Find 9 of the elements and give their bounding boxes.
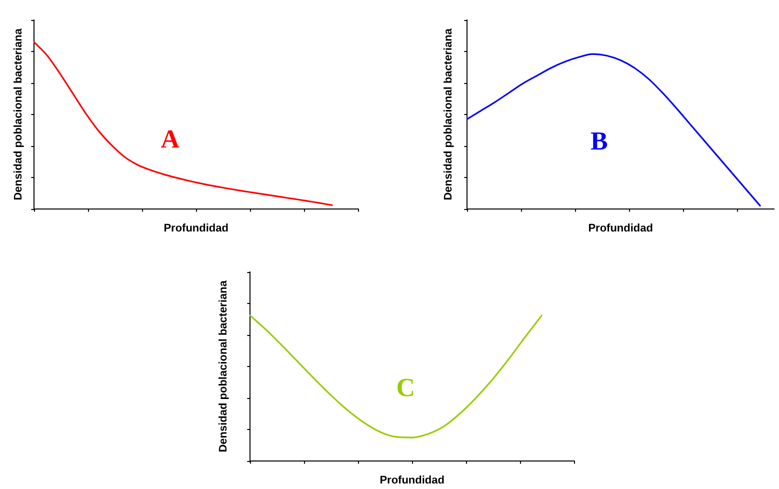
x-axis-title: Profundidad: [380, 474, 444, 486]
y-axis-title: Densidad poblacional bacteriana: [442, 28, 455, 200]
annotation: A: [160, 124, 180, 154]
annotation: B: [590, 126, 608, 156]
x-axis-title: Profundidad: [588, 222, 653, 234]
y-axis-title: Densidad poblacional bacteriana: [218, 280, 230, 452]
x-axis-title: Profundidad: [164, 222, 228, 234]
y-axis-title: Densidad poblacional bacteriana: [12, 28, 25, 200]
annotation: C: [396, 372, 416, 402]
